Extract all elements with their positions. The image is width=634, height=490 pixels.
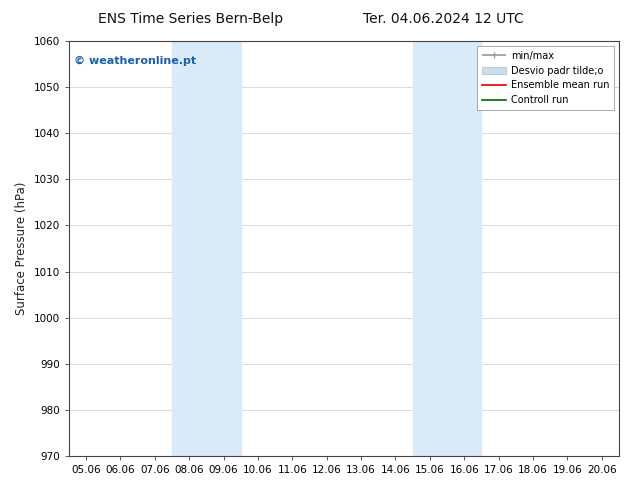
Y-axis label: Surface Pressure (hPa): Surface Pressure (hPa) (15, 182, 28, 315)
Bar (413, 41, 481, 456)
Bar (172, 41, 241, 456)
Text: ENS Time Series Bern-Belp: ENS Time Series Bern-Belp (98, 12, 283, 26)
Legend: min/max, Desvio padr tilde;o, Ensemble mean run, Controll run: min/max, Desvio padr tilde;o, Ensemble m… (477, 46, 614, 110)
Text: © weatheronline.pt: © weatheronline.pt (74, 55, 197, 66)
Text: Ter. 04.06.2024 12 UTC: Ter. 04.06.2024 12 UTC (363, 12, 524, 26)
